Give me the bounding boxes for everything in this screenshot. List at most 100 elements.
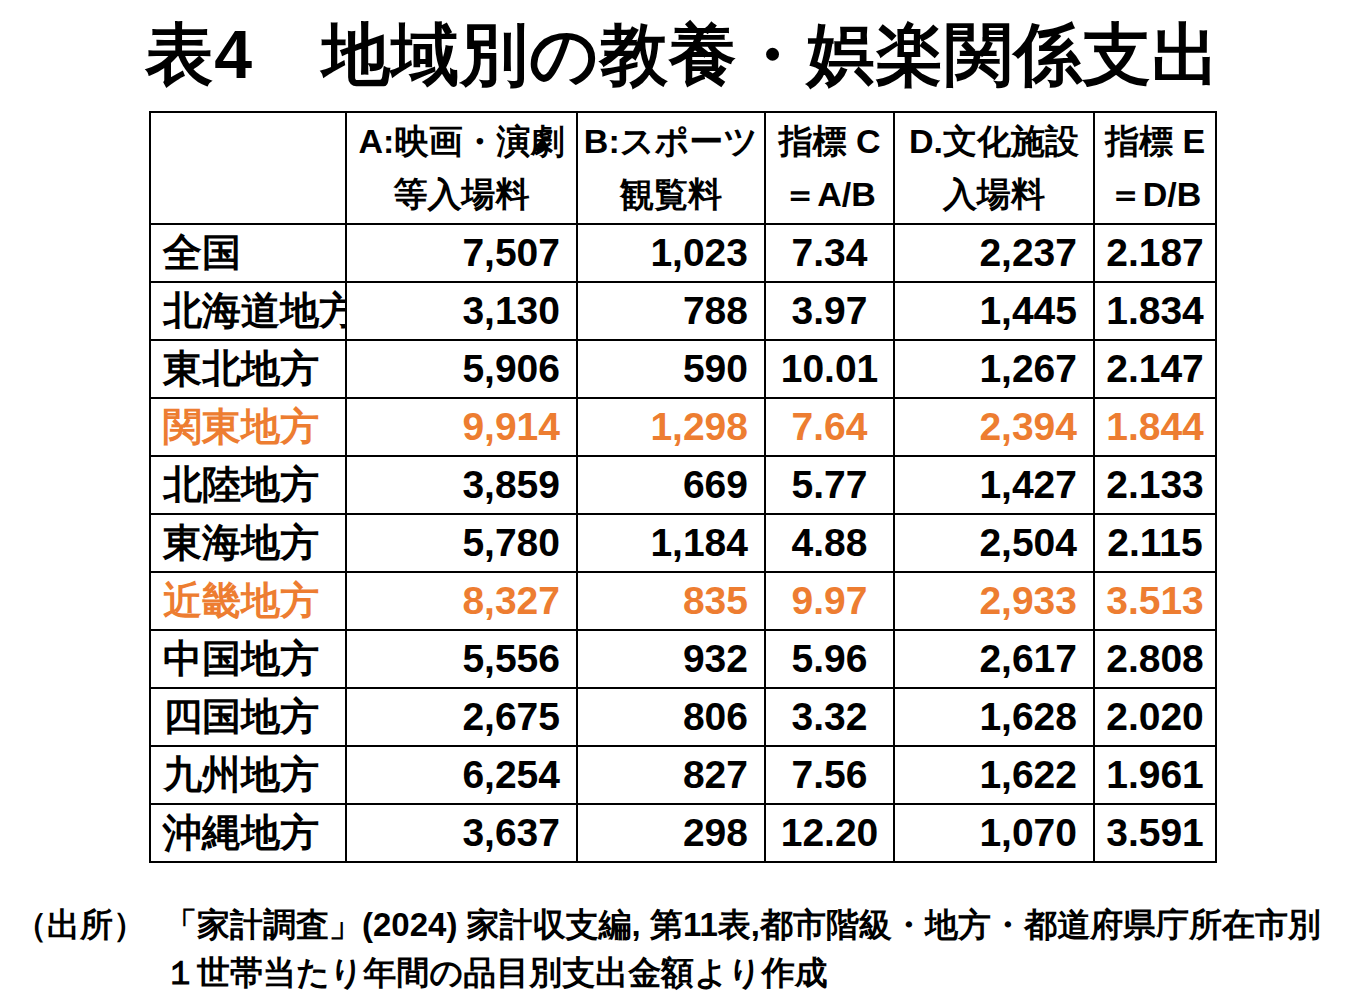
value-cell-a: 3,637: [346, 804, 577, 862]
table-row: 九州地方 6,254 827 7.56 1,622 1.961: [150, 746, 1216, 804]
table-row: 東北地方 5,906 590 10.01 1,267 2.147: [150, 340, 1216, 398]
value-cell-d: 1,427: [894, 456, 1094, 514]
value-cell-a: 3,859: [346, 456, 577, 514]
header-col-c: 指標 C ＝A/B: [765, 112, 894, 224]
source-note: （出所） 「家計調査」(2024) 家計収支編, 第11表,都市階級・地方・都道…: [14, 901, 1366, 997]
value-cell-c: 10.01: [765, 340, 894, 398]
value-cell-e: 2.187: [1094, 224, 1216, 282]
region-cell: 東海地方: [150, 514, 346, 572]
header-row: A:映画・演劇 等入場料 B:スポーツ 観覧料 指標 C ＝A/B D.文化施設…: [150, 112, 1216, 224]
value-cell-c: 3.32: [765, 688, 894, 746]
value-cell-a: 9,914: [346, 398, 577, 456]
expenditure-table: A:映画・演劇 等入場料 B:スポーツ 観覧料 指標 C ＝A/B D.文化施設…: [149, 111, 1217, 863]
table-row: 北陸地方 3,859 669 5.77 1,427 2.133: [150, 456, 1216, 514]
value-cell-d: 1,622: [894, 746, 1094, 804]
table-row-highlighted: 近畿地方 8,327 835 9.97 2,933 3.513: [150, 572, 1216, 630]
value-cell-e: 2.808: [1094, 630, 1216, 688]
value-cell-d: 2,504: [894, 514, 1094, 572]
value-cell-e: 3.591: [1094, 804, 1216, 862]
value-cell-e: 1.844: [1094, 398, 1216, 456]
region-cell: 北陸地方: [150, 456, 346, 514]
value-cell-e: 2.147: [1094, 340, 1216, 398]
table-row: 全国 7,507 1,023 7.34 2,237 2.187: [150, 224, 1216, 282]
header-col-e-line2: ＝D/B: [1095, 168, 1215, 221]
page-title: 表4 地域別の教養・娯楽関係支出: [0, 12, 1366, 97]
table-row: 沖縄地方 3,637 298 12.20 1,070 3.591: [150, 804, 1216, 862]
value-cell-a: 7,507: [346, 224, 577, 282]
value-cell-d: 2,394: [894, 398, 1094, 456]
value-cell-d: 1,070: [894, 804, 1094, 862]
region-cell: 四国地方: [150, 688, 346, 746]
header-col-a-line2: 等入場料: [347, 168, 576, 221]
value-cell-d: 2,237: [894, 224, 1094, 282]
region-cell: 関東地方: [150, 398, 346, 456]
value-cell-b: 590: [577, 340, 765, 398]
header-col-e-line1: 指標 E: [1095, 115, 1215, 168]
value-cell-c: 12.20: [765, 804, 894, 862]
value-cell-e: 2.115: [1094, 514, 1216, 572]
value-cell-c: 4.88: [765, 514, 894, 572]
value-cell-a: 5,906: [346, 340, 577, 398]
value-cell-a: 3,130: [346, 282, 577, 340]
header-col-b-line2: 観覧料: [578, 168, 764, 221]
value-cell-e: 3.513: [1094, 572, 1216, 630]
source-line-1: 「家計調査」(2024) 家計収支編, 第11表,都市階級・地方・都道府県庁所在…: [164, 901, 1366, 949]
header-col-d-line1: D.文化施設: [895, 115, 1093, 168]
value-cell-c: 9.97: [765, 572, 894, 630]
value-cell-c: 3.97: [765, 282, 894, 340]
header-col-b: B:スポーツ 観覧料: [577, 112, 765, 224]
value-cell-d: 2,933: [894, 572, 1094, 630]
value-cell-a: 5,780: [346, 514, 577, 572]
value-cell-d: 1,628: [894, 688, 1094, 746]
value-cell-d: 1,267: [894, 340, 1094, 398]
table-body: 全国 7,507 1,023 7.34 2,237 2.187 北海道地方 3,…: [150, 224, 1216, 862]
table-row: 北海道地方 3,130 788 3.97 1,445 1.834: [150, 282, 1216, 340]
source-text: 「家計調査」(2024) 家計収支編, 第11表,都市階級・地方・都道府県庁所在…: [164, 901, 1366, 997]
value-cell-a: 2,675: [346, 688, 577, 746]
region-cell: 近畿地方: [150, 572, 346, 630]
table-header: A:映画・演劇 等入場料 B:スポーツ 観覧料 指標 C ＝A/B D.文化施設…: [150, 112, 1216, 224]
value-cell-b: 835: [577, 572, 765, 630]
value-cell-d: 2,617: [894, 630, 1094, 688]
page: 表4 地域別の教養・娯楽関係支出 A:映画・演劇 等入場料 B:スポーツ 観覧料…: [0, 12, 1366, 1000]
source-line-2: １世帯当たり年間の品目別支出金額より作成: [164, 949, 1366, 997]
value-cell-a: 5,556: [346, 630, 577, 688]
region-cell: 全国: [150, 224, 346, 282]
region-cell: 中国地方: [150, 630, 346, 688]
value-cell-b: 932: [577, 630, 765, 688]
value-cell-d: 1,445: [894, 282, 1094, 340]
value-cell-a: 8,327: [346, 572, 577, 630]
value-cell-e: 2.020: [1094, 688, 1216, 746]
table-row-highlighted: 関東地方 9,914 1,298 7.64 2,394 1.844: [150, 398, 1216, 456]
header-col-a: A:映画・演劇 等入場料: [346, 112, 577, 224]
value-cell-c: 5.96: [765, 630, 894, 688]
value-cell-b: 1,023: [577, 224, 765, 282]
value-cell-b: 806: [577, 688, 765, 746]
header-col-c-line2: ＝A/B: [766, 168, 893, 221]
source-label: （出所）: [14, 901, 146, 949]
value-cell-b: 1,184: [577, 514, 765, 572]
value-cell-b: 298: [577, 804, 765, 862]
value-cell-a: 6,254: [346, 746, 577, 804]
table-row: 四国地方 2,675 806 3.32 1,628 2.020: [150, 688, 1216, 746]
header-col-e: 指標 E ＝D/B: [1094, 112, 1216, 224]
region-cell: 東北地方: [150, 340, 346, 398]
header-col-a-line1: A:映画・演劇: [347, 115, 576, 168]
value-cell-b: 827: [577, 746, 765, 804]
value-cell-c: 7.56: [765, 746, 894, 804]
value-cell-e: 2.133: [1094, 456, 1216, 514]
table-row: 東海地方 5,780 1,184 4.88 2,504 2.115: [150, 514, 1216, 572]
region-cell: 九州地方: [150, 746, 346, 804]
header-col-d: D.文化施設 入場料: [894, 112, 1094, 224]
region-cell: 沖縄地方: [150, 804, 346, 862]
value-cell-b: 788: [577, 282, 765, 340]
header-col-b-line1: B:スポーツ: [578, 115, 764, 168]
table-row: 中国地方 5,556 932 5.96 2,617 2.808: [150, 630, 1216, 688]
region-cell: 北海道地方: [150, 282, 346, 340]
value-cell-e: 1.834: [1094, 282, 1216, 340]
header-col-c-line1: 指標 C: [766, 115, 893, 168]
value-cell-c: 7.34: [765, 224, 894, 282]
value-cell-b: 1,298: [577, 398, 765, 456]
value-cell-c: 5.77: [765, 456, 894, 514]
value-cell-b: 669: [577, 456, 765, 514]
